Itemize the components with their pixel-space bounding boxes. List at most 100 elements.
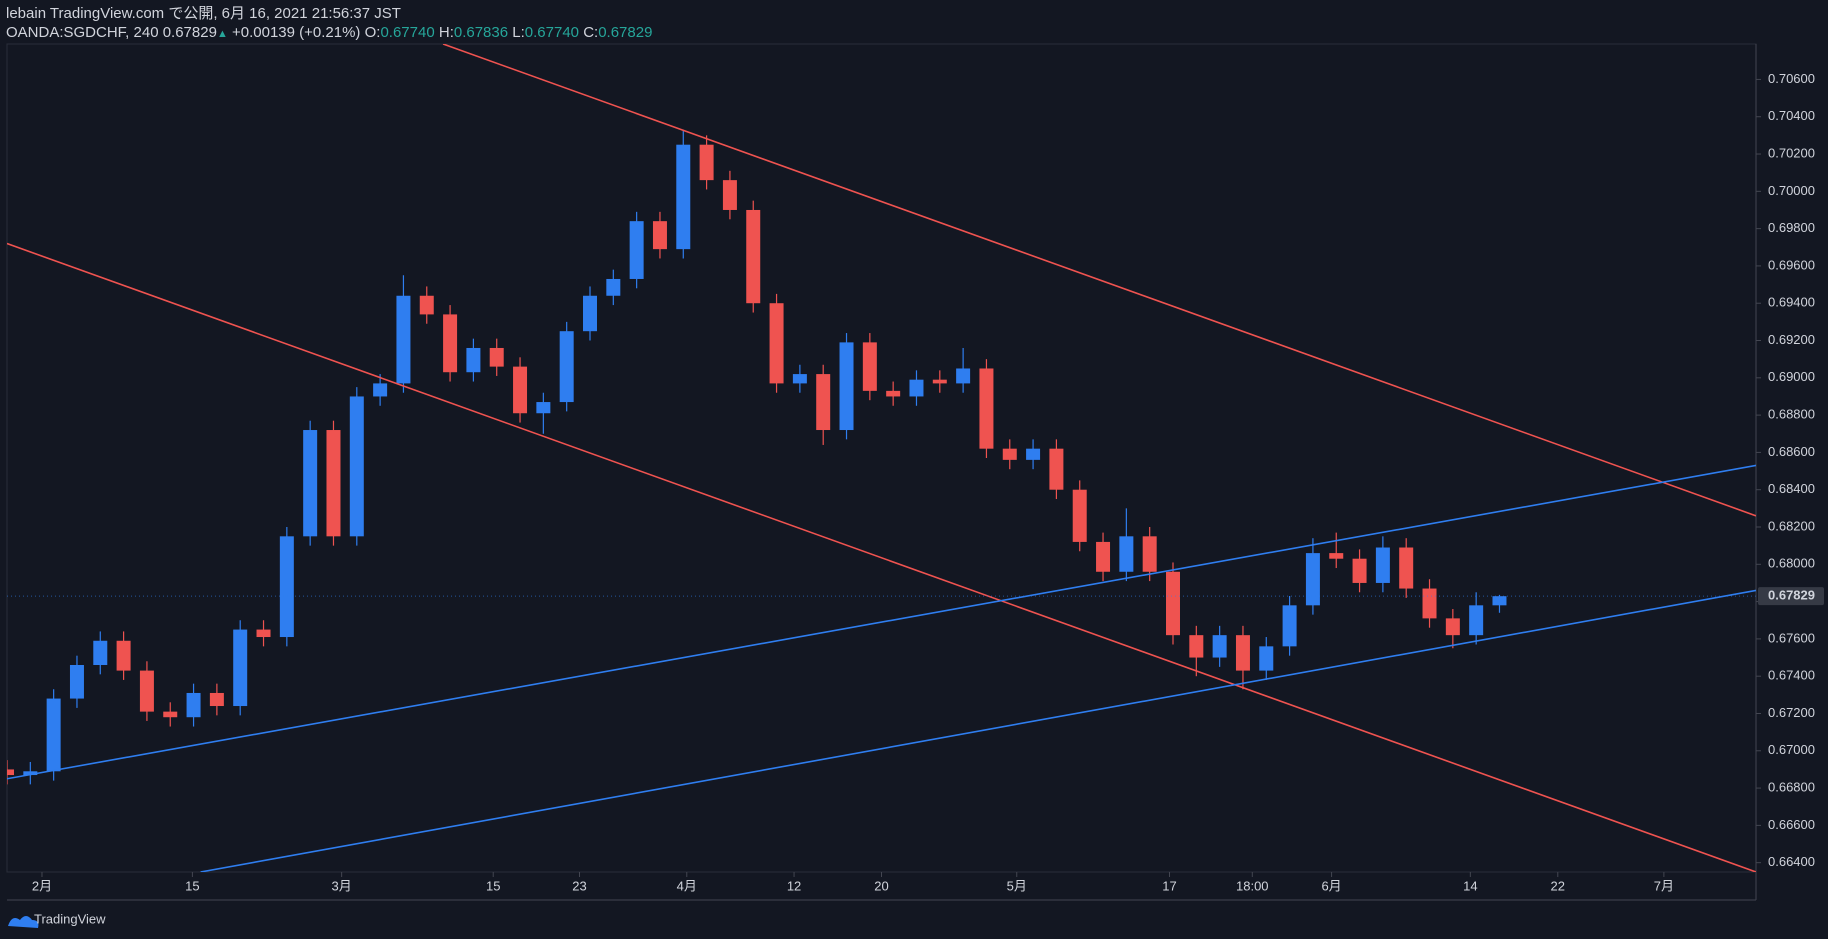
trend-line <box>7 242 1756 872</box>
x-tick-label: 4月 <box>677 878 697 893</box>
candle-body <box>606 278 621 296</box>
candle-body <box>256 629 271 638</box>
ohlc-label: O: <box>364 24 381 41</box>
candle-body <box>583 295 597 332</box>
x-tick-label: 3月 <box>332 878 352 893</box>
y-tick-label: 0.70000 <box>1768 183 1815 198</box>
candle-body <box>443 314 458 373</box>
ohlc-line: OANDA:SGDCHF, 240 0.67829▲ +0.00139 (+0.… <box>6 23 652 44</box>
candle-body <box>1096 541 1111 572</box>
x-tick-label: 2月 <box>32 878 52 893</box>
candle-body <box>652 221 667 250</box>
candle-body <box>466 347 481 373</box>
x-tick-label: 5月 <box>1007 878 1027 893</box>
candle-body <box>69 665 84 699</box>
x-tick-label: 23 <box>572 878 586 893</box>
candle-body <box>629 221 644 279</box>
candle-body <box>816 374 831 431</box>
title: lebain TradingView.com で公開, 6月 16, 2021 … <box>6 5 401 22</box>
y-tick-label: 0.70200 <box>1768 145 1815 160</box>
candle-body <box>7 769 14 776</box>
candle-body <box>1026 448 1041 460</box>
y-tick-label: 0.69600 <box>1768 257 1815 272</box>
symbol: OANDA:SGDCHF, 240 0.67829 <box>6 24 217 41</box>
y-tick-label: 0.67600 <box>1768 630 1815 645</box>
candle-body <box>209 692 224 707</box>
candle-body <box>396 295 411 384</box>
ohlc-label: L: <box>512 24 525 41</box>
candle-body <box>676 144 691 250</box>
candle-body <box>419 295 434 315</box>
ohlc-value: 0.67740 <box>524 24 580 41</box>
candle-body <box>1469 605 1484 636</box>
candle-body <box>1049 448 1064 490</box>
candle-body <box>792 374 807 384</box>
header: lebain TradingView.com で公開, 6月 16, 2021 … <box>6 4 652 44</box>
candle-body <box>1422 588 1437 619</box>
brand: TradingView <box>34 911 106 926</box>
candle-body <box>303 430 318 537</box>
y-tick-label: 0.68200 <box>1768 518 1815 533</box>
x-tick-label: 17 <box>1162 878 1176 893</box>
y-tick-label: 0.69800 <box>1768 220 1815 235</box>
candle-body <box>1282 605 1297 647</box>
candle-body <box>1399 547 1414 589</box>
candle-body <box>1259 646 1274 671</box>
candle-body <box>1166 571 1180 636</box>
y-tick-label: 0.66800 <box>1768 780 1815 795</box>
last-price-label: 0.67829 <box>1768 588 1815 603</box>
candle-body <box>1492 596 1507 606</box>
candle-body <box>186 692 201 718</box>
x-tick-label: 7月 <box>1654 878 1674 893</box>
candle-body <box>163 711 178 718</box>
x-tick-label: 18:00 <box>1236 878 1269 893</box>
candle-body <box>559 331 574 403</box>
candle-body <box>536 402 551 414</box>
candle-body <box>349 396 364 537</box>
candle-body <box>746 209 761 304</box>
candle-body <box>1002 448 1017 460</box>
trend-line <box>200 589 1756 872</box>
x-tick-label: 6月 <box>1321 878 1341 893</box>
candle-body <box>279 536 294 638</box>
ohlc-value: 0.67740 <box>380 24 435 41</box>
candle-body <box>139 670 154 712</box>
candle-body <box>1212 635 1227 658</box>
candle-body <box>116 640 131 671</box>
candle-body <box>513 366 528 414</box>
candle-body <box>769 303 784 384</box>
x-tick-label: 14 <box>1463 878 1477 893</box>
ohlc-value: 0.67836 <box>453 24 509 41</box>
candle-body <box>699 144 714 181</box>
candle-body <box>1352 558 1367 583</box>
plot-frame <box>6 43 1757 873</box>
y-tick-label: 0.70400 <box>1768 108 1815 123</box>
candle-body <box>1235 635 1250 671</box>
ohlc-label: C: <box>583 24 599 41</box>
y-tick-label: 0.69200 <box>1768 332 1815 347</box>
trend-line <box>442 44 1756 517</box>
plot <box>7 44 1756 872</box>
candle-body <box>1142 536 1157 572</box>
candle-body <box>1119 536 1134 572</box>
y-tick-label: 0.68000 <box>1768 556 1815 571</box>
change: +0.00139 (+0.21%) <box>232 24 361 41</box>
y-tick-label: 0.67200 <box>1768 705 1815 720</box>
candle-body <box>932 379 947 384</box>
brand-logo <box>8 916 39 928</box>
candle-body <box>979 368 994 449</box>
candle-body <box>1445 618 1460 636</box>
y-tick-label: 0.69400 <box>1768 295 1815 310</box>
candle-body <box>886 390 901 397</box>
y-tick-label: 0.67400 <box>1768 668 1815 683</box>
candle-body <box>909 379 924 397</box>
candle-body <box>373 383 388 397</box>
candle-body <box>1189 635 1204 658</box>
x-tick-label: 15 <box>486 878 500 893</box>
candle-body <box>489 347 504 367</box>
y-tick-label: 0.68800 <box>1768 407 1815 422</box>
candle-body <box>722 180 737 210</box>
y-tick-label: 0.66400 <box>1768 854 1815 869</box>
candle-body <box>93 640 108 665</box>
